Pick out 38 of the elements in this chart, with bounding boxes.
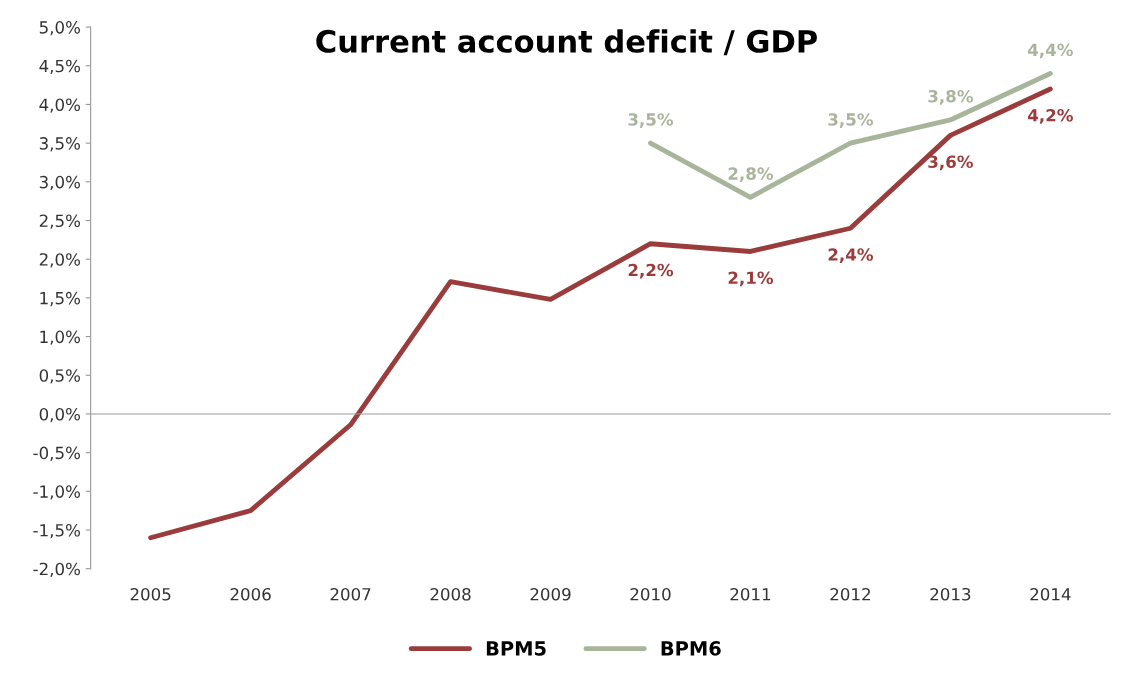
x-tick-label: 2005 <box>130 587 171 601</box>
y-tick-label: 1,0% <box>40 330 80 345</box>
legend-label: BPM5 <box>486 641 546 656</box>
y-tick-label: 3,0% <box>39 175 80 191</box>
y-tick-label: 2,0% <box>39 253 80 268</box>
y-tick-label: 4,0% <box>39 98 80 113</box>
data-label: 4,2% <box>1028 108 1073 124</box>
x-tick-label: 2010 <box>630 587 671 601</box>
x-tick-label: 2008 <box>430 587 471 601</box>
x-tick-label: 2011 <box>730 587 771 601</box>
legend-label: BPM6 <box>661 641 721 656</box>
data-label: 2,2% <box>628 263 674 279</box>
y-tick-label: 0,0% <box>39 407 80 423</box>
data-label: 3,5% <box>828 113 873 128</box>
y-tick-label: 1,5% <box>40 291 80 307</box>
y-tick-label: -1,0% <box>33 485 80 500</box>
data-label: 2,8% <box>728 167 774 183</box>
y-tick-label: 5,0% <box>39 21 80 36</box>
y-tick-label: 0,5% <box>39 369 80 384</box>
data-label: 3,6% <box>928 155 973 171</box>
data-label: 2,1% <box>728 271 774 287</box>
y-tick-label: -2,0% <box>33 562 80 577</box>
y-tick-label: -0,5% <box>33 446 80 461</box>
data-label: 3,8% <box>928 89 973 105</box>
x-tick-label: 2014 <box>1030 587 1071 601</box>
y-tick-label: 3,5% <box>39 137 80 152</box>
x-tick-label: 2006 <box>230 587 271 601</box>
y-tick-label: 4,5% <box>39 59 80 75</box>
chart-title: Current account deficit / GDP <box>316 29 817 56</box>
data-label: 3,5% <box>628 113 674 128</box>
x-tick-label: 2012 <box>830 587 870 601</box>
x-tick-label: 2007 <box>330 587 371 601</box>
data-label: 2,4% <box>828 248 873 263</box>
x-tick-label: 2013 <box>930 587 971 601</box>
y-tick-label: -1,5% <box>33 523 80 539</box>
y-tick-label: 2,5% <box>39 214 80 229</box>
x-tick-label: 2009 <box>530 587 571 601</box>
data-label: 4,4% <box>1028 43 1073 59</box>
